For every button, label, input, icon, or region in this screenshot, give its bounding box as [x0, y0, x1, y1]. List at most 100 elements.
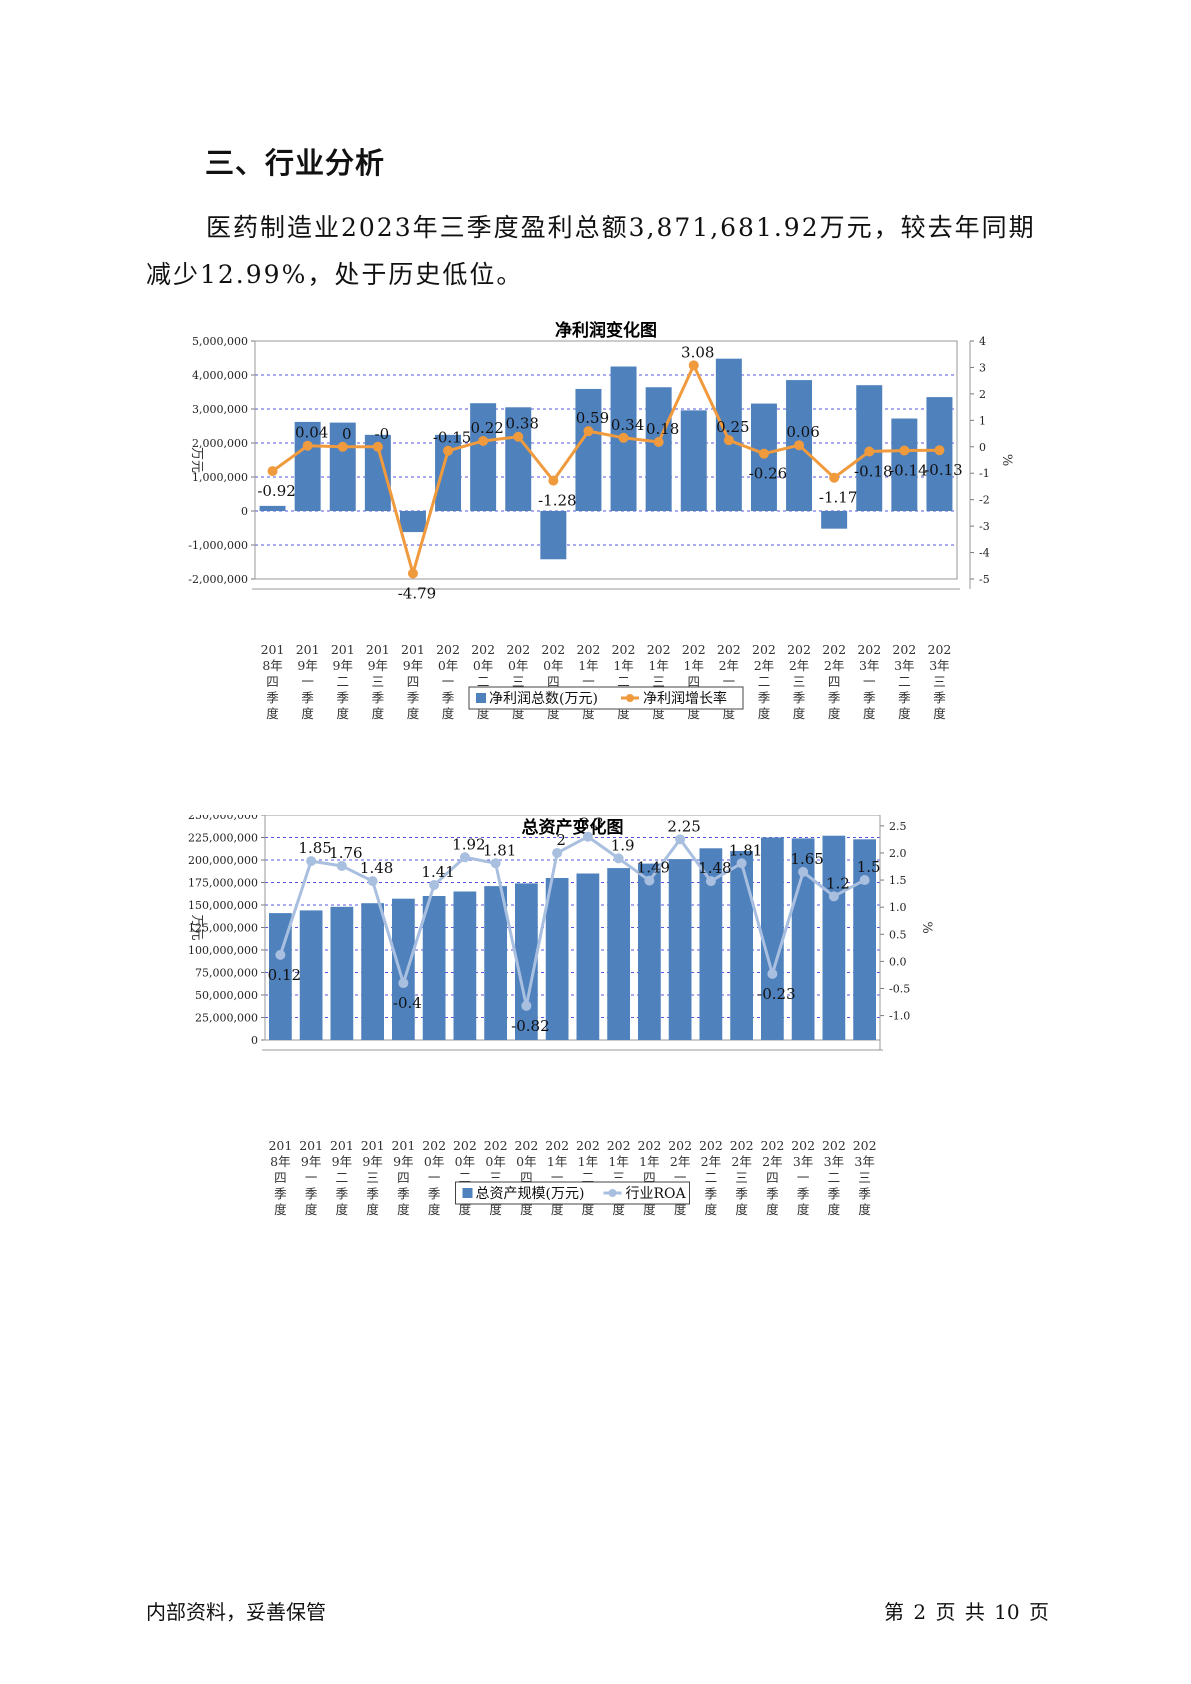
line-point	[583, 426, 594, 437]
bar	[699, 848, 723, 1040]
category-label: 201 9年三季度	[361, 1138, 385, 1217]
legend-box	[455, 1181, 690, 1205]
bar	[361, 903, 385, 1040]
data-label: 1.48	[360, 859, 393, 877]
line-point	[552, 847, 563, 858]
category-label: 201 9年一季度	[296, 642, 320, 721]
line-point	[794, 440, 805, 451]
category-label: 201 9年四季度	[401, 642, 425, 721]
data-label: -0.82	[511, 1017, 549, 1035]
left-tick-label: 4,000,000	[192, 369, 248, 382]
right-tick-label: 1.5	[889, 874, 907, 887]
bar	[821, 511, 848, 529]
line-point	[275, 949, 286, 960]
legend-box	[468, 686, 744, 710]
data-label: -1.28	[538, 492, 576, 510]
bar	[294, 421, 321, 511]
category-label: 2020年四季度	[514, 1138, 538, 1217]
category-label: 2021年二季度	[576, 1138, 600, 1217]
bar	[299, 910, 323, 1040]
legend-bar-swatch	[462, 1188, 473, 1198]
data-label: 1.9	[611, 836, 635, 854]
category-label: 202 3年一季度	[791, 1138, 815, 1217]
line-point	[513, 431, 524, 442]
bar	[259, 505, 286, 511]
bar	[575, 388, 602, 511]
line-point	[521, 1000, 532, 1011]
line-point	[798, 866, 809, 877]
line-point	[478, 435, 489, 446]
line-point	[267, 466, 278, 477]
data-label: -0.13	[924, 461, 962, 479]
line-point	[398, 978, 409, 989]
category-label: 201 9年一季度	[299, 1138, 323, 1217]
category-label: 202 3年二季度	[822, 1138, 846, 1217]
right-tick-label: 2.5	[889, 820, 907, 833]
right-tick-label: 2.0	[889, 847, 907, 860]
left-tick-label: 25,000,000	[195, 1012, 258, 1025]
line-point	[302, 440, 313, 451]
right-tick-label: 0.5	[889, 928, 907, 941]
left-axis-title: 万元	[189, 914, 204, 940]
data-label: 1.76	[329, 844, 362, 862]
right-tick-label: 0.0	[889, 955, 907, 968]
line-point	[723, 435, 734, 446]
line-point	[899, 445, 910, 456]
right-axis-title: %	[999, 454, 1014, 466]
bar	[715, 358, 742, 511]
data-label: 0.22	[470, 419, 503, 437]
data-label: -0.18	[854, 463, 892, 481]
category-label: 201 9年二季度	[331, 642, 355, 721]
line-point	[829, 472, 840, 483]
data-label: -0.4	[393, 994, 422, 1012]
data-label: 0.12	[268, 966, 301, 984]
left-tick-label: -1,000,000	[188, 539, 248, 552]
bar	[514, 883, 538, 1040]
data-label: 0.38	[506, 415, 539, 433]
bar	[422, 896, 446, 1040]
left-tick-label: 0	[241, 505, 248, 518]
left-tick-label: 250,000,000	[188, 815, 258, 822]
bar	[668, 859, 692, 1040]
category-label: 201 9年三季度	[366, 642, 390, 721]
bar	[680, 410, 707, 511]
data-label: 2.3	[580, 815, 604, 833]
data-label: 1.48	[698, 859, 731, 877]
left-tick-label: 75,000,000	[195, 967, 258, 980]
left-tick-label: 175,000,000	[188, 877, 258, 890]
data-label: 1.2	[826, 874, 850, 892]
line-point	[736, 858, 747, 869]
left-tick-label: 2,000,000	[192, 437, 248, 450]
data-label: 1.81	[483, 841, 516, 859]
category-label: 2020年三季度	[484, 1138, 508, 1217]
legend-bar-label: 净利润总数(万元)	[489, 691, 598, 707]
data-label: 0.25	[716, 418, 749, 436]
category-label: 202 3年二季度	[892, 642, 916, 721]
series-line	[271, 361, 940, 579]
right-tick-label: -3	[979, 520, 990, 533]
line-point	[859, 875, 870, 886]
legend-line-label: 净利润增长率	[643, 690, 727, 707]
data-label: 0.59	[576, 409, 609, 427]
bar	[607, 868, 631, 1040]
category-label: 201 9年二季度	[330, 1138, 354, 1217]
bar	[268, 913, 292, 1040]
category-label: 202 2年二季度	[752, 642, 776, 721]
right-tick-label: 0	[979, 441, 986, 454]
line-point	[582, 831, 593, 842]
line-point	[705, 876, 716, 887]
left-tick-label: 100,000,000	[188, 944, 258, 957]
data-label: -0	[375, 425, 390, 443]
right-tick-label: -4	[979, 547, 990, 560]
left-tick-label: 50,000,000	[195, 989, 258, 1002]
line-point	[864, 446, 875, 457]
bar	[330, 906, 354, 1040]
left-tick-label: 200,000,000	[188, 854, 258, 867]
data-label: 1.92	[452, 835, 485, 853]
data-label: 1.49	[637, 859, 670, 877]
left-tick-label: 3,000,000	[192, 403, 248, 416]
bar	[453, 891, 477, 1040]
data-label: 2	[556, 831, 566, 849]
line-point	[306, 856, 317, 867]
category-label: 202 3年三季度	[928, 642, 952, 721]
